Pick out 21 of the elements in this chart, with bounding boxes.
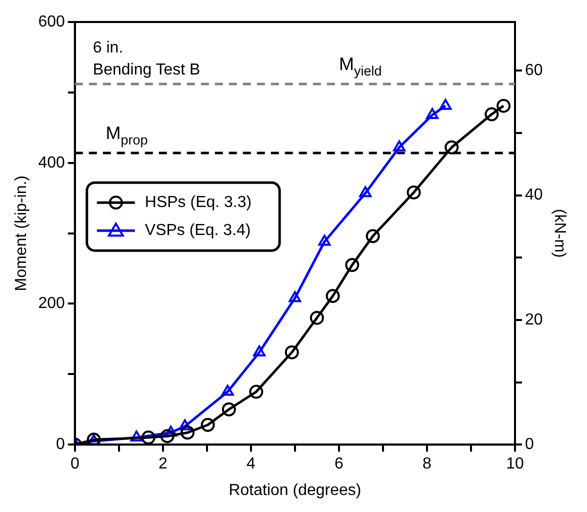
x-tick-label: 4 — [246, 456, 256, 473]
legend-label: VSPs (Eq. 3.4) — [144, 222, 251, 239]
y2-tick-label: 0 — [525, 436, 534, 454]
x-tick-label: 6 — [334, 456, 344, 473]
annotation: Bending Test B — [92, 61, 200, 78]
y-tick-label: 400 — [38, 154, 65, 172]
legend-label: HSPs (Eq. 3.3) — [144, 194, 252, 211]
x-tick-label: 10 — [506, 456, 524, 473]
y-tick-label: 200 — [38, 295, 65, 312]
y2-tick-label: 40 — [525, 186, 543, 204]
y2-axis-title: (kN-m) — [550, 208, 568, 258]
y-tick-label: 0 — [56, 436, 65, 454]
x-tick-label: 0 — [70, 456, 80, 473]
y2-tick-label: 20 — [525, 311, 543, 328]
x-tick-label: 2 — [158, 456, 168, 473]
y-tick-label: 600 — [38, 13, 65, 30]
y-axis-title: Moment (kip-in.) — [13, 176, 30, 292]
annotation: 6 in. — [92, 39, 124, 56]
x-tick-label: 8 — [422, 456, 432, 473]
y2-tick-label: 60 — [525, 62, 543, 80]
x-axis-title: Rotation (degrees) — [228, 482, 362, 499]
